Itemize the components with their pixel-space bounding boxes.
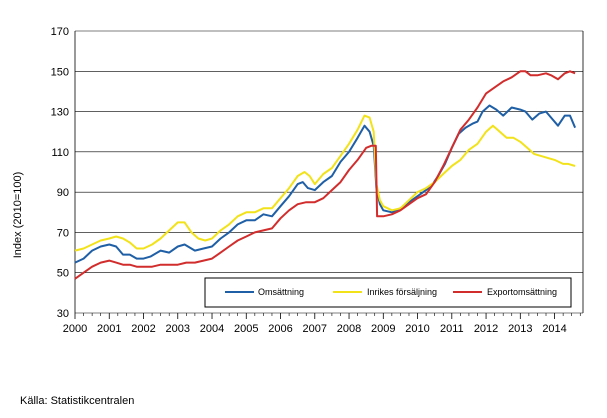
series-line-inrikes bbox=[74, 114, 576, 252]
y-tick-label: 30 bbox=[57, 308, 69, 320]
y-tick-label: 50 bbox=[57, 268, 69, 280]
x-tick-label: 2007 bbox=[303, 323, 327, 335]
y-tick-label: 110 bbox=[51, 147, 69, 159]
y-tick-label: 130 bbox=[51, 107, 69, 119]
y-tick-label: 70 bbox=[57, 227, 69, 239]
x-tick-label: 2003 bbox=[166, 323, 190, 335]
legend-box bbox=[204, 277, 572, 308]
grid-lines bbox=[75, 30, 583, 314]
x-tick-label: 2006 bbox=[268, 323, 292, 335]
x-tick-label: 2009 bbox=[371, 323, 395, 335]
y-tick-label: 150 bbox=[51, 66, 69, 78]
x-tick-label: 2013 bbox=[508, 323, 532, 335]
x-tick-label: 2011 bbox=[440, 323, 464, 335]
legend-label-export: Exportomsättning bbox=[487, 287, 557, 297]
x-tick-label: 2008 bbox=[337, 323, 361, 335]
x-tick-label: 2001 bbox=[97, 323, 121, 335]
series-line-omsattning bbox=[74, 104, 577, 264]
x-tick-label: 2010 bbox=[405, 323, 429, 335]
series-line-export bbox=[74, 70, 576, 280]
legend: Omsättning Inrikes försäljning Exportoms… bbox=[204, 277, 572, 308]
source-note: Källa: Statistikcentralen bbox=[20, 395, 135, 407]
y-axis-label: Index (2010=100) bbox=[12, 172, 24, 259]
x-tick-label: 2005 bbox=[234, 323, 258, 335]
x-tick-label: 2014 bbox=[542, 323, 566, 335]
y-tick-label: 170 bbox=[51, 26, 69, 38]
axes: 30 50 70 90 110 130 150 170 2000 2001 2002 2003 2004… bbox=[51, 26, 584, 335]
x-tick-label: 2004 bbox=[200, 323, 224, 335]
x-tick-label: 2002 bbox=[131, 323, 155, 335]
x-tick-label: 2012 bbox=[474, 323, 498, 335]
series-lines bbox=[74, 70, 577, 280]
y-tick-label: 90 bbox=[57, 187, 69, 199]
x-tick-label: 2000 bbox=[63, 323, 87, 335]
legend-label-inrikes: Inrikes försäljning bbox=[367, 287, 437, 297]
legend-label-omsattning: Omsättning bbox=[258, 287, 304, 297]
